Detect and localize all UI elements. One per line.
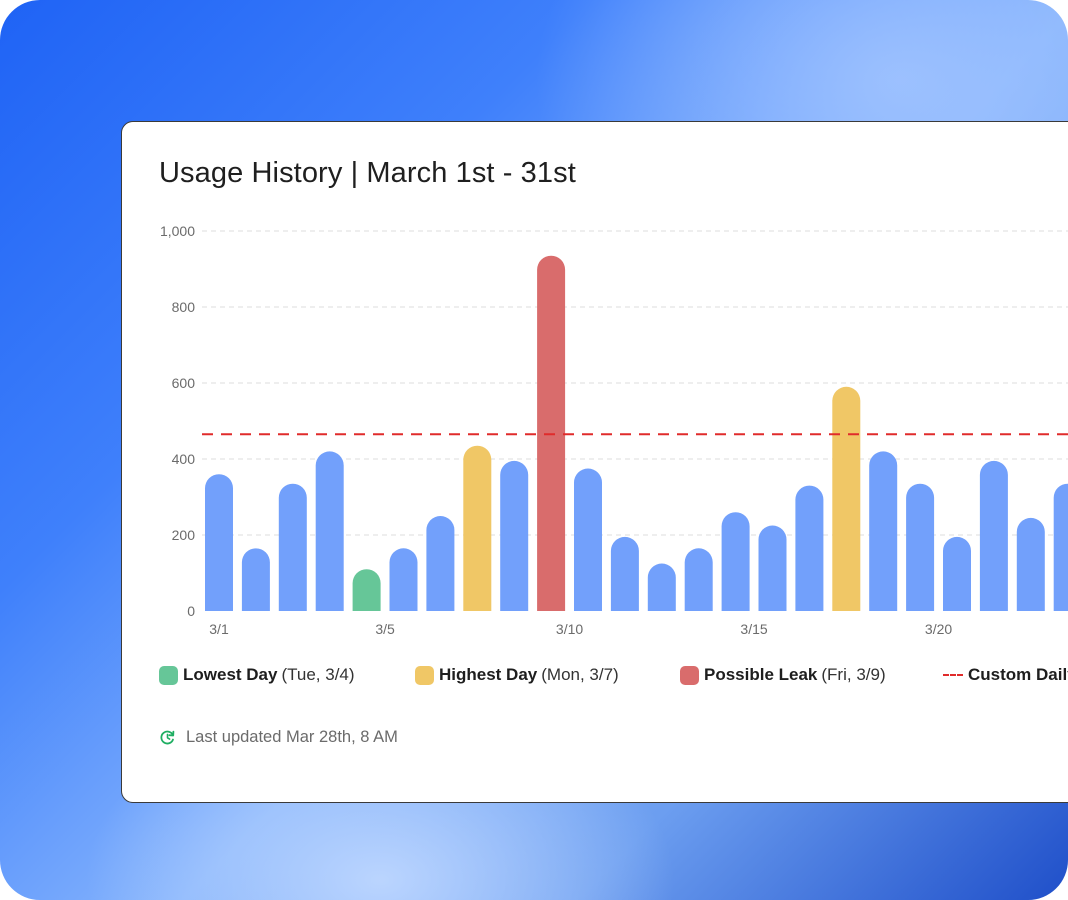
- legend-highest: Highest Day (Mon, 3/7): [415, 665, 619, 685]
- legend-lowest: Lowest Day (Tue, 3/4): [159, 665, 355, 685]
- bar: [647, 563, 676, 611]
- legend-highest-label: Highest Day: [439, 665, 538, 684]
- x-tick-label: 3/1: [209, 621, 229, 637]
- y-tick-label: 200: [172, 527, 196, 543]
- legend-custom-line: [943, 674, 963, 676]
- bar: [389, 548, 418, 611]
- bar: [721, 512, 750, 611]
- bar: [943, 536, 971, 611]
- card-title: Usage History | March 1st - 31st: [159, 157, 576, 189]
- usage-history-card: Usage History | March 1st - 31st 0 200 400…: [121, 121, 1068, 803]
- chart-legend: Lowest Day (Tue, 3/4) Highest Day (Mon, …: [159, 665, 1068, 689]
- legend-lowest-label: Lowest Day: [183, 665, 278, 684]
- bar: [684, 548, 713, 611]
- bar: [795, 485, 824, 611]
- bar: [979, 460, 1008, 611]
- last-updated-text: Last updated Mar 28th, 8 AM: [186, 728, 398, 746]
- x-tick-label: 3/5: [375, 621, 395, 637]
- legend-custom-label: Custom Daily: [968, 665, 1068, 684]
- bar: [426, 516, 455, 611]
- bar: [500, 460, 529, 611]
- x-tick-label: 3/20: [925, 621, 952, 637]
- bar-highest: [463, 445, 492, 611]
- legend-lowest-swatch: [159, 665, 178, 685]
- bar: [278, 483, 307, 611]
- y-tick-label: 400: [172, 451, 196, 467]
- y-tick-label: 600: [172, 375, 196, 391]
- last-updated: Last updated Mar 28th, 8 AM: [159, 728, 398, 747]
- legend-lowest-detail: (Tue, 3/4): [281, 665, 355, 684]
- bar-highest: [832, 386, 861, 611]
- bar: [1016, 517, 1045, 611]
- bar: [205, 474, 233, 611]
- bar: [758, 525, 787, 611]
- legend-leak-detail: (Fri, 3/9): [821, 665, 886, 684]
- y-tick-label: 800: [172, 299, 196, 315]
- y-tick-label: 0: [187, 603, 195, 619]
- y-tick-label: 1,000: [160, 223, 195, 239]
- x-tick-label: 3/10: [556, 621, 583, 637]
- bar: [869, 451, 898, 611]
- bar: [610, 536, 639, 611]
- legend-highest-detail: (Mon, 3/7): [541, 665, 619, 684]
- legend-leak-label: Possible Leak: [704, 665, 818, 684]
- legend-leak-swatch: [680, 665, 699, 685]
- legend-leak: Possible Leak (Fri, 3/9): [680, 665, 886, 685]
- bar: [241, 548, 270, 611]
- usage-bar-chart: 0 200 400 600 800 1,000 3/1 3/5 3/10 3/15 3/20: [160, 223, 1068, 637]
- clock-refresh-icon: [160, 730, 175, 745]
- legend-custom: Custom Daily: [943, 665, 1068, 685]
- bar-lowest: [352, 569, 381, 611]
- bar: [315, 451, 344, 611]
- bar: [906, 483, 935, 611]
- x-tick-label: 3/15: [740, 621, 767, 637]
- bar: [574, 468, 602, 611]
- bar: [1053, 483, 1068, 611]
- legend-highest-swatch: [415, 665, 434, 685]
